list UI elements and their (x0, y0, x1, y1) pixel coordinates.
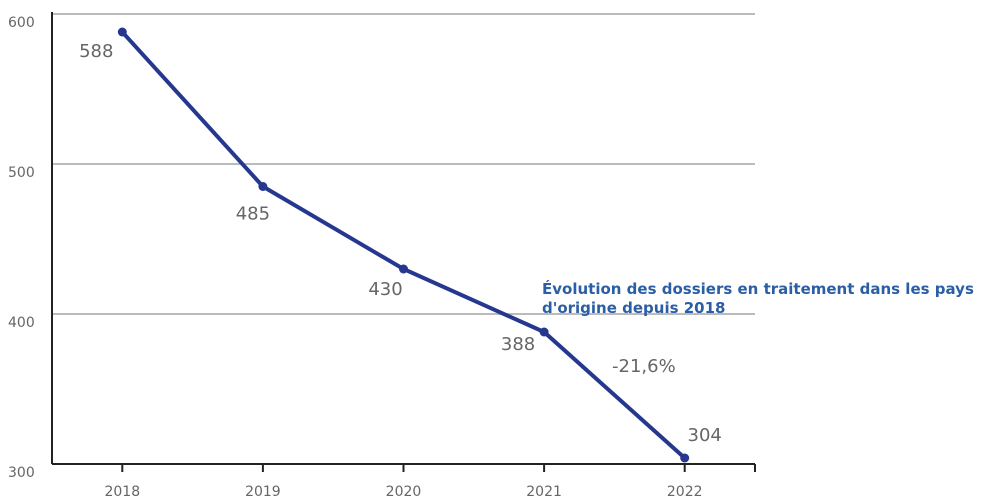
point (539, 327, 549, 337)
line (120, 30, 687, 460)
point (117, 27, 127, 37)
y-tick-label: 500 (8, 165, 35, 181)
y-tick-label: 300 (8, 465, 35, 481)
change-label: -21,6% (612, 356, 676, 377)
y-tick-label: 600 (8, 15, 35, 31)
x-tick-label: 2020 (386, 484, 422, 500)
data-label: 588 (79, 41, 113, 62)
annotation: Évolution des dossiers en traitement dan… (542, 280, 974, 317)
data-label: 430 (368, 279, 402, 300)
x-tick-label: 2018 (104, 484, 140, 500)
point (258, 182, 268, 191)
data-label: 485 (236, 204, 270, 225)
data-label: 304 (688, 425, 722, 446)
point (680, 453, 690, 463)
y-tick-label: 400 (8, 315, 35, 331)
x-tick-label: 2019 (245, 484, 281, 500)
point (399, 264, 408, 274)
data-label: 388 (501, 334, 535, 355)
x-tick-label: 2022 (667, 484, 703, 500)
x-tick-label: 2021 (526, 484, 562, 500)
